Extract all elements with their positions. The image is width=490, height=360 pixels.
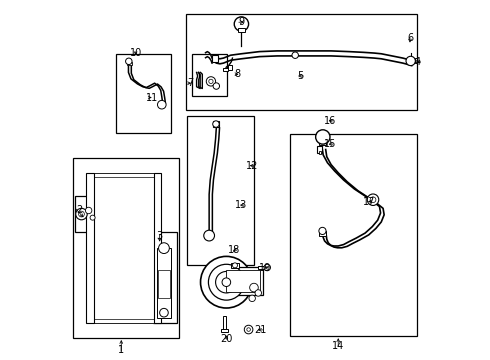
Circle shape [316,130,330,144]
Bar [158,270,170,298]
Bar [187,116,254,265]
Circle shape [159,243,170,253]
Bar [225,267,263,296]
Bar [91,319,153,323]
Circle shape [264,264,270,271]
Text: 19: 19 [259,263,271,273]
Bar [95,173,153,323]
Bar [258,266,269,269]
Circle shape [406,56,416,66]
Text: 21: 21 [254,325,266,335]
Bar [213,121,219,127]
Text: 9: 9 [238,17,245,27]
Text: 8: 8 [235,69,241,79]
Bar [228,64,232,69]
Text: 20: 20 [220,333,233,343]
Circle shape [206,77,216,86]
Bar [290,134,417,336]
Circle shape [204,230,215,241]
Bar [231,263,239,268]
Circle shape [370,197,376,203]
Circle shape [85,207,92,214]
Bar [87,173,95,323]
Circle shape [319,227,326,234]
Circle shape [78,211,84,217]
Bar [74,196,97,232]
Bar [116,54,172,134]
Circle shape [90,215,95,220]
Circle shape [200,256,252,308]
Bar [192,54,227,96]
Circle shape [209,79,213,84]
Text: 16: 16 [324,116,337,126]
Bar [226,270,260,292]
Circle shape [216,271,237,293]
Text: 10: 10 [129,48,142,58]
Circle shape [249,295,255,302]
Bar [238,28,245,32]
Text: 2: 2 [76,206,82,216]
Bar [91,173,153,177]
Bar [126,62,132,65]
Circle shape [160,309,168,317]
Text: 3: 3 [157,231,163,240]
Text: 12: 12 [246,161,258,171]
Circle shape [213,121,219,127]
Bar [415,58,417,63]
Bar [153,173,161,323]
Circle shape [247,328,250,331]
Text: 5: 5 [297,71,304,81]
Circle shape [222,278,231,287]
Text: 6: 6 [407,33,413,43]
Circle shape [213,83,220,89]
Circle shape [234,17,248,31]
Circle shape [208,264,245,300]
Circle shape [76,208,87,220]
Text: 11: 11 [146,93,158,103]
Bar [223,68,228,71]
Text: 18: 18 [228,245,241,255]
Bar [370,200,376,203]
Circle shape [232,263,238,268]
Text: 7: 7 [187,78,194,88]
Text: 14: 14 [332,341,344,351]
Text: 4: 4 [415,57,421,67]
Circle shape [250,283,258,292]
Text: 17: 17 [363,197,375,207]
Bar [223,316,226,330]
Circle shape [368,194,379,206]
Bar [317,145,322,153]
Bar [319,231,326,235]
Text: 13: 13 [235,200,247,210]
Text: 15: 15 [324,139,337,149]
Bar [221,329,228,332]
Bar [319,141,326,145]
Bar [73,158,179,338]
Bar [318,138,326,141]
Bar [186,14,417,110]
Circle shape [245,325,253,334]
Bar [212,55,219,62]
Circle shape [255,290,262,296]
Circle shape [292,52,298,58]
Text: 1: 1 [118,345,124,355]
Bar [153,232,177,323]
Bar [157,248,171,318]
Circle shape [157,100,166,109]
Bar [318,151,321,154]
Circle shape [125,58,132,64]
